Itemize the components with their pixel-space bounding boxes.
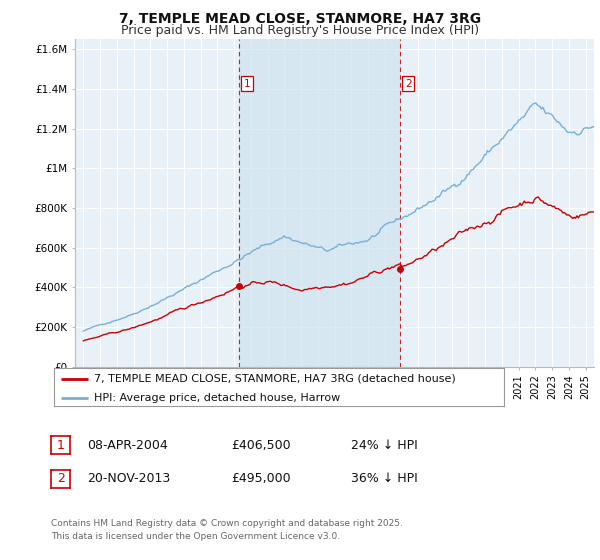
Text: £406,500: £406,500 <box>231 438 290 452</box>
Text: 08-APR-2004: 08-APR-2004 <box>87 438 168 452</box>
Bar <box>239 39 400 367</box>
Text: HPI: Average price, detached house, Harrow: HPI: Average price, detached house, Harr… <box>95 393 341 403</box>
Text: Price paid vs. HM Land Registry's House Price Index (HPI): Price paid vs. HM Land Registry's House … <box>121 24 479 37</box>
Text: Contains HM Land Registry data © Crown copyright and database right 2025.
This d: Contains HM Land Registry data © Crown c… <box>51 519 403 540</box>
Text: 24% ↓ HPI: 24% ↓ HPI <box>351 438 418 452</box>
Text: 2: 2 <box>405 78 412 88</box>
Text: 1: 1 <box>244 78 250 88</box>
Text: 1: 1 <box>56 438 65 452</box>
Text: 7, TEMPLE MEAD CLOSE, STANMORE, HA7 3RG (detached house): 7, TEMPLE MEAD CLOSE, STANMORE, HA7 3RG … <box>95 374 456 384</box>
Text: 20-NOV-2013: 20-NOV-2013 <box>87 472 170 486</box>
Text: £495,000: £495,000 <box>231 472 290 486</box>
Text: 36% ↓ HPI: 36% ↓ HPI <box>351 472 418 486</box>
Text: 7, TEMPLE MEAD CLOSE, STANMORE, HA7 3RG: 7, TEMPLE MEAD CLOSE, STANMORE, HA7 3RG <box>119 12 481 26</box>
Text: 2: 2 <box>56 472 65 486</box>
